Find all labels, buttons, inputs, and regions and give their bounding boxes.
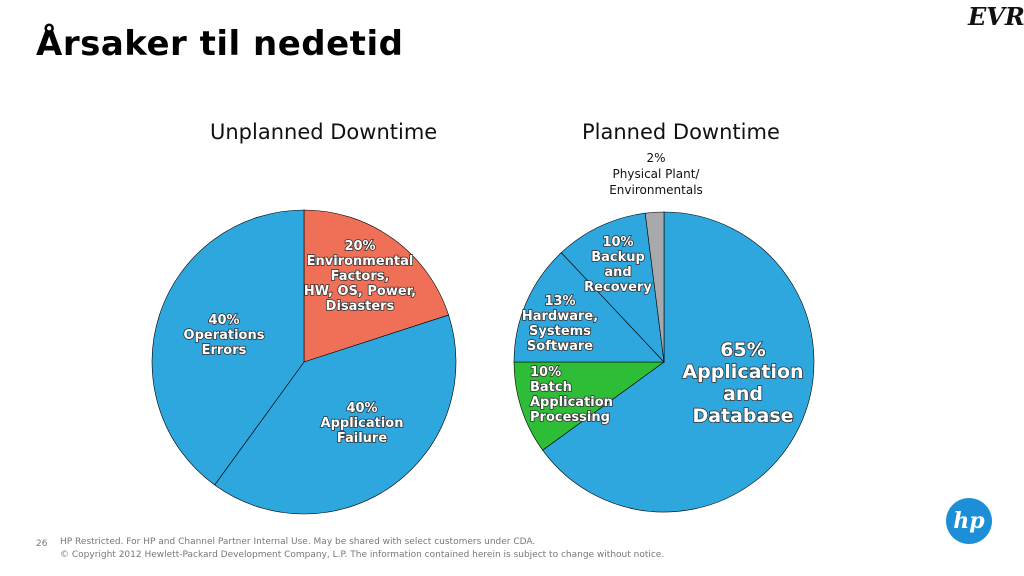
pie-1-slice-3: [560, 212, 665, 363]
pie-0-slice-1: [214, 314, 457, 515]
pie-1-slice-1: [513, 361, 665, 451]
page-number: 26: [36, 539, 48, 549]
pie-1-slice-2-label: 13% Hardware, Systems Software: [522, 294, 598, 354]
slide-title: Årsaker til nedetid: [36, 24, 404, 64]
pie-1-slice-2: [513, 252, 665, 363]
evry-logo: EVRY: [968, 2, 1024, 31]
pie-0-slice-2: [151, 209, 305, 486]
pie-1-slice-0-label: 65% Application and Database: [682, 339, 803, 427]
footer-line-2: © Copyright 2012 Hewlett-Packard Develop…: [60, 550, 665, 560]
pie-1-slice-4: [644, 211, 665, 363]
pie-0-slice-0: [303, 209, 449, 363]
planned-chart-title: Planned Downtime: [582, 120, 780, 144]
pie-0-slice-1-label: 40% Application Failure: [321, 401, 404, 446]
pie-0-slice-2-label: 40% Operations Errors: [184, 313, 265, 358]
footer-line-1: HP Restricted. For HP and Channel Partne…: [60, 537, 536, 547]
footer-disclaimer: HP Restricted. For HP and Channel Partne…: [60, 536, 664, 562]
pie-1-slice-4-label: 2% Physical Plant/Environmentals: [609, 151, 703, 197]
pie-1-slice-0: [542, 211, 815, 513]
unplanned-chart-title: Unplanned Downtime: [210, 120, 438, 144]
pie-1-slice-3-label: 10% Backup and Recovery: [584, 235, 652, 295]
hp-logo: hp: [946, 498, 992, 544]
pie-0-slice-0-label: 20% Environmental Factors, HW, OS, Power, Di…: [304, 239, 416, 314]
pie-1-slice-1-label: 10% Batch Application Processing: [530, 365, 613, 425]
